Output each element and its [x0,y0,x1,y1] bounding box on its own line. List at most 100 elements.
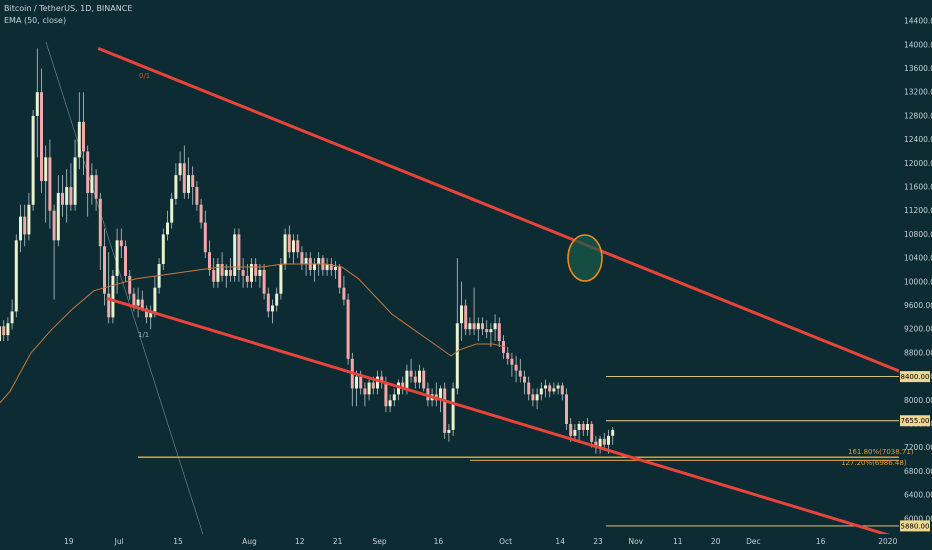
x-tick-label: 16 [816,537,826,546]
fib-161-label: 161.80%(7038.71) [848,448,914,456]
candle-up [56,192,60,241]
candle-up [451,388,455,430]
candle-down [132,293,136,306]
candle-up [111,275,115,318]
candle-down [581,424,585,430]
candle-up [6,323,10,336]
candle-up [258,269,262,276]
y-tick-label: 6000.00 [904,514,932,523]
channel-upper-line [97,46,899,373]
candle-down [329,264,333,270]
candle-up [115,240,119,276]
candle-up [317,258,321,265]
candle-up [573,429,577,436]
candle-down [296,240,300,253]
candle-up [136,299,140,306]
candle-down [363,388,367,395]
y-tick-label: 6400.00 [904,491,932,500]
candle-down [203,222,207,253]
candle-up [77,121,81,158]
candle-down [220,264,224,276]
x-tick-label: 15 [173,537,183,546]
candle-down [199,204,203,223]
y-tick-label: 8800.00 [904,348,932,357]
y-tick-label: 7200.00 [904,443,932,452]
x-tick-label: 12 [295,537,305,546]
candle-down [560,385,564,395]
upper-fraction-label: 0/1 [139,72,150,80]
candle-up [161,234,165,265]
candle-down [510,358,514,365]
candle-down [287,234,291,253]
candle-down [569,424,573,436]
fib-127-label: 127.20%(6986.48) [841,459,907,467]
candle-up [388,400,392,407]
candle-up [539,388,543,395]
candle-up [31,115,35,205]
y-tick-label: 12800.00 [904,111,932,120]
candle-down [300,252,304,265]
price-tag-label: 5880.00 [901,522,930,530]
candle-down [485,329,489,333]
candle-down [527,382,531,395]
candle-down [497,323,501,342]
candle-down [523,376,526,383]
candle-down [140,299,144,309]
x-tick-label: Nov [628,537,643,546]
candle-up [170,198,174,223]
candle-down [212,269,216,282]
candle-up [405,370,409,389]
candle-down [23,216,27,235]
candle-down [52,210,56,241]
x-tick-label: 21 [333,537,343,546]
x-tick-label: Aug [242,537,257,546]
highlight-circle [567,234,603,282]
candle-up [439,388,442,401]
candle-down [208,252,211,270]
candle-down [464,305,468,330]
candle-down [128,275,132,294]
candle-up [292,240,295,253]
price-tag-box [900,371,930,383]
candle-up [224,269,228,276]
candle-up [607,435,610,445]
y-tick-label: 9600.00 [904,301,932,310]
candle-up [44,157,48,182]
candle-up [178,163,182,176]
y-tick-label: 11200.00 [904,206,932,215]
candle-up [90,175,94,193]
candle-down [241,269,245,276]
x-tick-label: 11 [673,537,683,546]
candle-up [556,385,560,389]
candle-down [103,246,106,294]
candle-down [237,234,241,270]
candle-up [493,323,497,330]
candle-down [401,382,405,389]
candle-up [216,264,220,282]
y-tick-label: 13600.00 [904,64,932,73]
x-tick-label: Dec [746,537,761,546]
candle-down [384,382,388,407]
y-tick-label: 10800.00 [904,230,932,239]
candle-down [472,323,476,330]
y-tick-label: 11600.00 [904,183,932,192]
candle-up [73,157,77,205]
candle-up [392,394,396,401]
candle-up [552,388,556,392]
candle-up [166,222,169,235]
candle-down [590,424,594,442]
candle-up [325,264,329,270]
candle-up [544,385,547,389]
candle-up [455,323,459,389]
candle-up [586,424,589,430]
candle-down [371,382,375,389]
candle-down [94,175,98,199]
candle-up [174,175,178,199]
y-tick-label: 14000.00 [904,40,932,49]
x-tick-label: Oct [499,537,512,546]
candle-up [187,175,190,193]
candle-up [279,264,283,294]
candle-up [468,323,472,330]
